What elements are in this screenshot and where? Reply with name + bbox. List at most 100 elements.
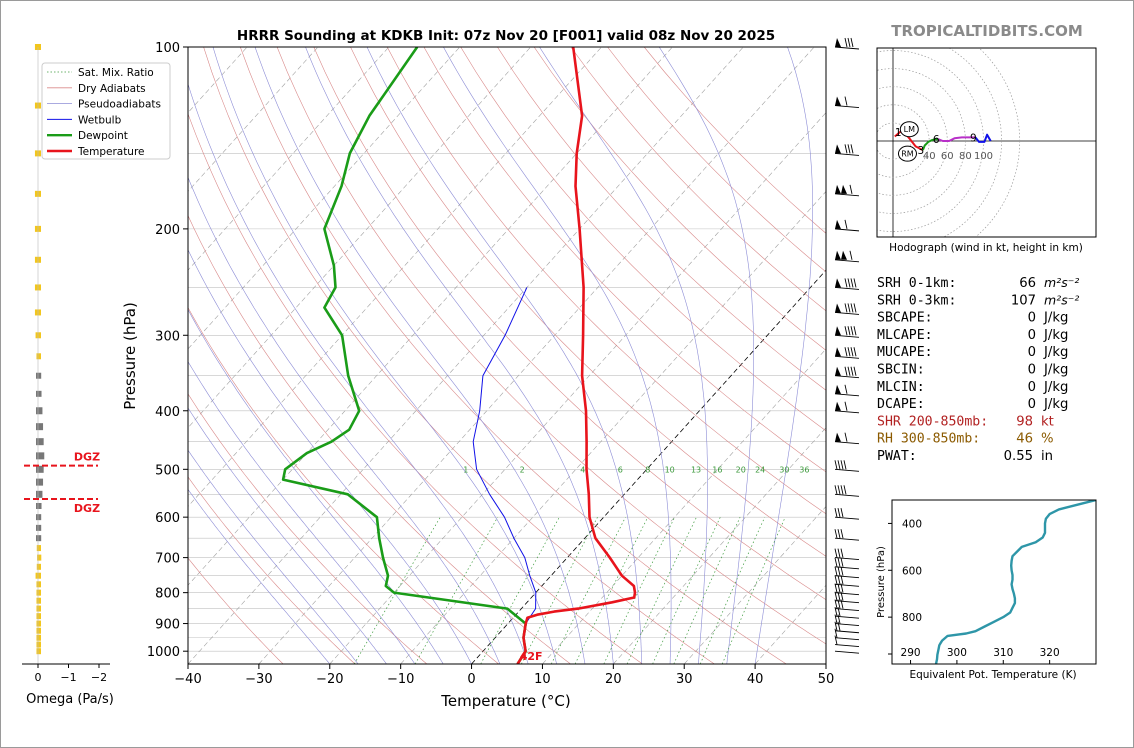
mixing-ratio-label: 8	[645, 466, 650, 475]
mixing-ratio-label: 16	[712, 466, 722, 475]
wind-barb	[834, 303, 860, 315]
mixing-ratio-label: 20	[736, 466, 746, 475]
omega-bar	[36, 545, 41, 552]
barb-pennant	[835, 278, 841, 288]
legend-box	[41, 62, 171, 160]
theta-y-tick-label: 800	[902, 612, 922, 624]
theta-x-tick-label: 320	[1040, 647, 1060, 659]
dry-adiabat	[188, 476, 356, 664]
wind-barbs	[834, 37, 860, 654]
barb-staff	[834, 557, 860, 561]
dry-adiabat	[350, 47, 826, 557]
barb-staff	[834, 600, 860, 604]
barb-flag	[840, 575, 844, 585]
moist-adiabat	[188, 488, 331, 664]
barb-flag	[844, 219, 848, 229]
barb-staff	[834, 650, 860, 654]
barb-flag	[850, 37, 854, 48]
barb-pennant	[835, 432, 841, 442]
y-tick-label: 300	[155, 329, 180, 344]
barb-staff	[834, 228, 860, 232]
barb-flag	[850, 347, 854, 357]
y-tick-label: 800	[155, 587, 180, 602]
temperature-line	[516, 47, 637, 664]
barb-flag	[834, 566, 838, 576]
omega-bar	[36, 620, 41, 627]
wind-barb	[834, 37, 860, 50]
barb-flag	[834, 548, 838, 558]
mixing-ratio-line	[699, 517, 766, 664]
barb-flag	[850, 303, 854, 313]
barb-staff	[834, 623, 860, 626]
barb-flag	[844, 366, 848, 376]
barb-flag	[853, 347, 857, 357]
index-row: SHR 200-850mb: 98 kt	[877, 414, 1054, 429]
moist-adiabat	[188, 407, 387, 664]
index-value: 0	[1028, 380, 1036, 395]
barb-staff	[834, 441, 860, 445]
barb-flag	[844, 96, 848, 106]
barb-flag	[847, 347, 851, 357]
barb-flag	[844, 303, 848, 313]
omega-bar	[36, 581, 41, 588]
dry-adiabat	[423, 47, 826, 473]
x-tick-label: 10	[534, 672, 551, 687]
barb-flag	[834, 591, 838, 601]
barb-staff	[834, 566, 860, 570]
hodo-height-label: 1	[895, 127, 902, 139]
dry-adiabat	[497, 47, 826, 391]
barb-flag	[844, 326, 848, 336]
wind-barb	[834, 96, 860, 109]
index-unit: m²s⁻²	[1044, 292, 1079, 307]
index-row: DCAPE: 0 J/kg	[877, 397, 1068, 412]
mixing-ratio-label: 10	[665, 466, 675, 475]
legend-label: Temperature	[77, 146, 145, 158]
barb-flag	[837, 583, 841, 593]
dry-adiabat	[386, 47, 826, 515]
barb-flag	[853, 303, 857, 313]
barb-pennant	[841, 250, 847, 260]
barb-flag	[837, 566, 841, 576]
x-tick-label: 40	[747, 672, 764, 687]
y-tick-label: 400	[155, 405, 180, 420]
index-name: SHR 200-850mb:	[877, 414, 988, 429]
barb-flag	[834, 635, 838, 645]
dgz-label: DGZ	[74, 451, 100, 464]
mixing-ratio-label: 4	[580, 466, 585, 475]
index-unit: in	[1041, 449, 1053, 464]
y-tick-label: 200	[155, 223, 180, 238]
isotherm-line	[400, 190, 826, 664]
hodo-ring	[975, 48, 1021, 237]
barb-flag	[840, 485, 844, 495]
barb-flag	[837, 557, 841, 567]
barb-flag	[843, 485, 847, 495]
x-tick-label: 0	[467, 672, 475, 687]
dry-adiabat	[276, 47, 826, 645]
mixing-ratio-label: 6	[618, 466, 623, 475]
skewt-y-label: Pressure (hPa)	[121, 302, 139, 410]
index-name: SBCIN:	[877, 363, 925, 378]
mixing-ratio-line	[673, 517, 741, 664]
mixing-ratio-labels: 1 2 4 6 8 10 13 16 20 24 30 36	[463, 466, 809, 475]
index-name: DCAPE:	[877, 397, 925, 412]
barb-flag	[850, 144, 854, 154]
barb-staff	[834, 355, 860, 359]
moist-adiabat	[443, 47, 672, 664]
hodo-ring-label: 40	[923, 151, 936, 162]
theta-e-x-label: Equivalent Pot. Temperature (K)	[909, 669, 1076, 681]
barb-pennant	[835, 144, 841, 154]
barb-staff	[834, 608, 860, 612]
moist-adiabat	[188, 361, 416, 664]
skewt-x-ticks: −40 −30 −20 −10 0 10 20 30 40 50	[174, 664, 834, 687]
isotherm-line	[542, 348, 826, 664]
barb-staff	[834, 630, 860, 634]
mixing-ratio-label: 30	[779, 466, 789, 475]
barb-flag	[844, 384, 848, 394]
wind-barb	[834, 628, 860, 641]
barb-pennant	[835, 401, 841, 411]
dry-adiabat	[313, 47, 826, 601]
barb-pennant	[835, 250, 841, 260]
theta-e-y-ticks: 400 600 800	[888, 518, 922, 655]
barb-pennant	[835, 303, 841, 313]
barb-staff	[834, 537, 860, 541]
